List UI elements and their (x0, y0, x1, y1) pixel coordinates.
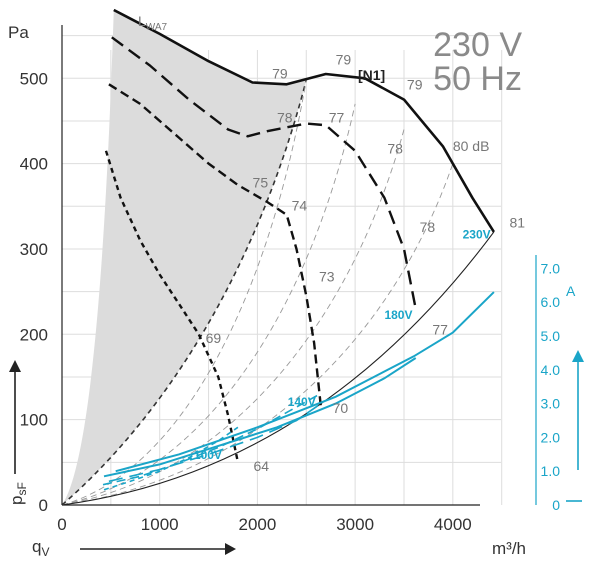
lwa-label: LWA7 (138, 13, 168, 33)
iso-line (61, 129, 405, 506)
tick-labels: 0 1000 2000 3000 4000 0 100 200 300 400 500 0 1.0 2.0… (20, 69, 561, 534)
unstable-region (61, 10, 308, 506)
y-tick-label: 200 (20, 325, 48, 344)
y2-tick-label: 2.0 (541, 429, 561, 445)
curve-tag: [N1] (358, 67, 385, 83)
x-flow-arrow-head (225, 543, 236, 555)
x-unit-label: m³/h (492, 539, 526, 558)
y2-tick-label: 3.0 (541, 396, 561, 412)
current-curve-230V-2 (103, 357, 417, 478)
pressure-curve-230V (113, 8, 495, 233)
db-label: 64 (254, 458, 270, 474)
x-tick-label: 1000 (141, 515, 179, 534)
voltage-label: 100V (194, 448, 222, 462)
pressure-curve-180V (111, 36, 417, 309)
iso-line (61, 103, 356, 506)
db-label: 77 (329, 110, 345, 126)
x-tick-label: 2000 (239, 515, 277, 534)
db-label: 81 (510, 215, 526, 231)
x-axis-label: qV (32, 537, 49, 559)
svg-text:psF: psF (7, 482, 29, 505)
y-axis-label: psF (7, 482, 29, 505)
x-tick-label: 4000 (434, 515, 472, 534)
unstable-region-fill (62, 10, 307, 505)
x-tick-label: 3000 (336, 515, 374, 534)
y-unit-label: Pa (8, 23, 29, 42)
db-label: 78 (387, 140, 403, 156)
current-curve-230V (115, 291, 495, 473)
axes (9, 25, 584, 555)
y-tick-label: 100 (20, 411, 48, 430)
voltage-label: 230V (463, 228, 491, 242)
y-tick-label: 500 (20, 69, 48, 88)
y2-tick-label: 5.0 (541, 328, 561, 344)
db-label: 79 (407, 76, 423, 92)
pressure-curve-100V (104, 150, 240, 463)
db-label: 73 (319, 268, 335, 284)
y2-tick-label: 1.0 (541, 463, 561, 479)
x-tick-label: 0 (57, 515, 66, 534)
db-label: 78 (277, 110, 293, 126)
y2-tick-label: 0 (552, 497, 560, 513)
current-curve-180V (108, 402, 322, 483)
pressure-curves (104, 8, 495, 463)
y2-unit-label: A (566, 283, 576, 299)
y-tick-label: 400 (20, 155, 48, 174)
db-label: 70 (333, 400, 349, 416)
db-label: 79 (336, 52, 352, 68)
current-curves (102, 291, 495, 491)
y-pressure-arrow-head (9, 360, 21, 372)
y2-tick-label: 7.0 (541, 260, 561, 276)
y2-current-arrow-head (572, 350, 584, 362)
iso-line (61, 163, 454, 506)
db-label: 80 dB (453, 138, 490, 154)
db-label: 77 (432, 321, 448, 337)
y2-tick-label: 6.0 (541, 294, 561, 310)
current-curve-100V (103, 426, 239, 491)
db-label: 78 (420, 219, 436, 235)
y2-tick-label: 4.0 (541, 362, 561, 378)
stall-limit-line (61, 79, 308, 506)
title-frequency: 50 Hz (433, 60, 522, 98)
db-label: 74 (292, 198, 308, 214)
y-tick-label: 0 (39, 496, 48, 515)
y-tick-label: 300 (20, 240, 48, 259)
voltage-label: 180V (384, 308, 412, 322)
pressure-curve-140V (108, 83, 323, 408)
db-label: 79 (272, 65, 288, 81)
db-label: 69 (206, 330, 222, 346)
voltage-label: 140V (288, 395, 316, 409)
curve-labels: 79 79 79 78 77 78 80 dB 75 74 78 81 73 69 77 70 64 230V 1… (194, 52, 525, 474)
title-voltage: 230 V (433, 26, 522, 64)
db-label: 75 (253, 175, 269, 191)
